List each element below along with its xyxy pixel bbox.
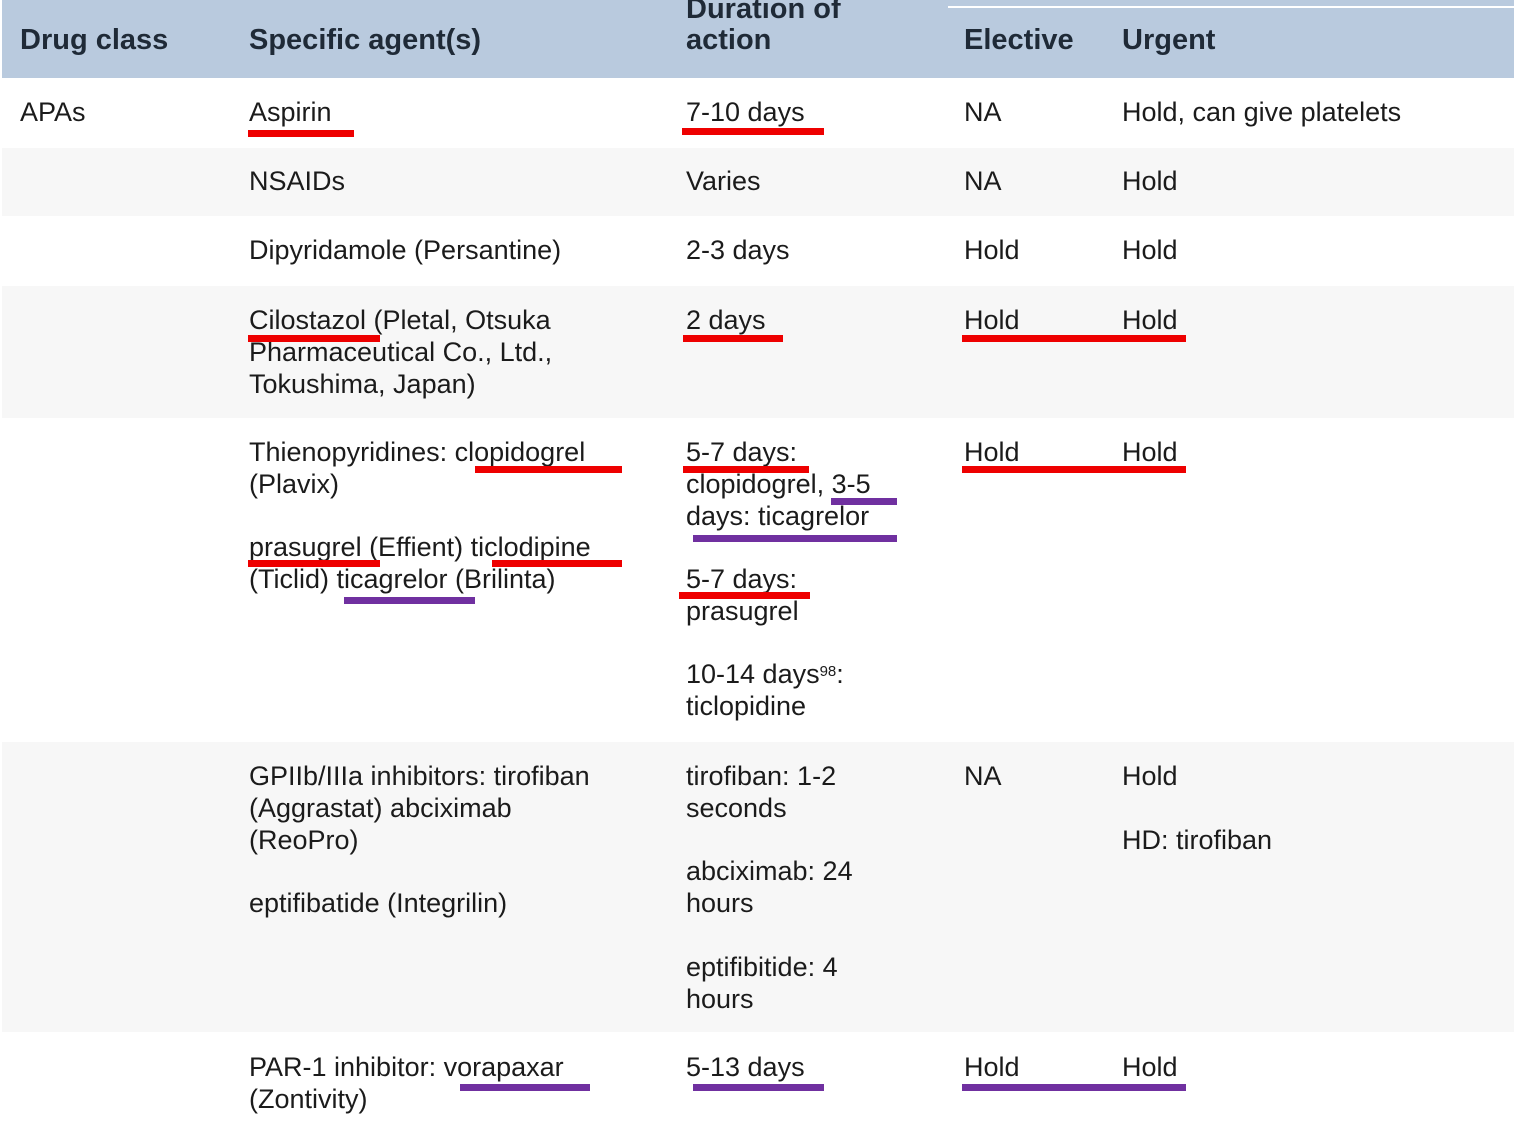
cell-elective: Hold — [964, 1052, 1020, 1082]
cell-duration-line: hours — [686, 984, 754, 1014]
cell-duration: 2 days — [686, 305, 766, 335]
header-duration-line2: action — [686, 24, 772, 56]
cell-urgent: Hold — [1122, 1052, 1178, 1082]
cell-agent-line: (Zontivity) — [249, 1084, 368, 1114]
purple-underline — [962, 1084, 1186, 1091]
cell-urgent: Hold — [1122, 166, 1178, 196]
cell-duration-line: hours — [686, 888, 754, 918]
purple-underline — [460, 1084, 590, 1091]
cell-duration-line: 10-14 days98: — [686, 658, 844, 690]
duration-text: 10-14 days — [686, 659, 820, 689]
red-underline — [679, 592, 810, 599]
cell-urgent: Hold — [1122, 235, 1178, 265]
header-drug-class: Drug class — [20, 24, 169, 56]
purple-underline — [831, 498, 897, 505]
cell-agent: Aspirin — [249, 97, 332, 127]
cell-duration: 2-3 days — [686, 235, 790, 265]
cell-agent-line: eptifibatide (Integrilin) — [249, 888, 508, 918]
cell-elective: NA — [964, 761, 1002, 791]
cell-duration-line: clopidogrel, 3-5 — [686, 469, 871, 499]
table-row — [2, 148, 1514, 216]
table-header — [2, 0, 1514, 78]
cell-agent: Dipyridamole (Persantine) — [249, 235, 562, 265]
cell-agent: NSAIDs — [249, 166, 346, 196]
red-underline — [248, 130, 354, 137]
cell-agent-line: (Aggrastat) abciximab — [249, 793, 512, 823]
cell-agent-line: Pharmaceutical Co., Ltd., — [249, 337, 553, 367]
cell-agent-line: (Ticlid) ticagrelor (Brilinta) — [249, 564, 556, 594]
cell-duration-line: eptifibitide: 4 — [686, 952, 838, 982]
red-underline — [248, 560, 380, 567]
cell-agent-line: GPIIb/IIIa inhibitors: tirofiban — [249, 761, 590, 791]
cell-duration-line: tirofiban: 1-2 — [686, 761, 837, 791]
cell-urgent: Hold — [1122, 761, 1178, 791]
cell-elective: Hold — [964, 235, 1020, 265]
cell-duration-line: days: ticagrelor — [686, 501, 870, 531]
cell-agent-line: prasugrel (Effient) ticlodipine — [249, 532, 591, 562]
cell-urgent: HD: tirofiban — [1122, 825, 1273, 855]
cell-drug-class: APAs — [20, 97, 86, 127]
reference-superscript: 98 — [819, 663, 837, 680]
cell-duration-line: ticlopidine — [686, 691, 807, 721]
red-underline — [683, 466, 809, 473]
header-duration-line1: Duration of — [686, 0, 841, 25]
red-underline — [962, 335, 1186, 342]
cell-urgent: Hold — [1122, 305, 1178, 335]
cell-duration-line: abciximab: 24 — [686, 856, 853, 886]
cell-agent-line: Thienopyridines: clopidogrel — [249, 437, 586, 467]
cell-agent-line: Tokushima, Japan) — [249, 369, 476, 399]
header-specific-agents: Specific agent(s) — [249, 24, 482, 56]
cell-elective: NA — [964, 97, 1002, 127]
header-divider — [948, 6, 1514, 8]
cell-elective: NA — [964, 166, 1002, 196]
cell-agent-line: PAR-1 inhibitor: vorapaxar — [249, 1052, 564, 1082]
red-underline — [682, 128, 824, 135]
cell-duration: 5-13 days — [686, 1052, 805, 1082]
red-underline — [962, 466, 1186, 473]
cell-elective: Hold — [964, 437, 1020, 467]
purple-underline — [693, 535, 897, 542]
purple-underline — [344, 597, 475, 604]
table-row — [2, 742, 1514, 1032]
cell-duration: 7-10 days — [686, 97, 805, 127]
cell-urgent: Hold, can give platelets — [1122, 97, 1402, 127]
cell-duration-line: 5-7 days: — [686, 564, 798, 594]
cell-agent-line: Cilostazol (Pletal, Otsuka — [249, 305, 551, 335]
header-elective: Elective — [964, 24, 1074, 56]
duration-colon: : — [836, 659, 844, 689]
cell-duration-line: prasugrel — [686, 596, 799, 626]
table-row — [2, 216, 1514, 286]
cell-duration-line: 5-7 days: — [686, 437, 798, 467]
red-underline — [492, 560, 622, 567]
cell-agent-line: (ReoPro) — [249, 825, 359, 855]
cell-duration: Varies — [686, 166, 761, 196]
header-urgent: Urgent — [1122, 24, 1216, 56]
table-row — [2, 286, 1514, 418]
cell-urgent: Hold — [1122, 437, 1178, 467]
cell-elective: Hold — [964, 305, 1020, 335]
cell-duration-line: seconds — [686, 793, 787, 823]
red-underline — [683, 335, 783, 342]
red-underline — [475, 466, 622, 473]
purple-underline — [693, 1084, 824, 1091]
cell-agent-line: (Plavix) — [249, 469, 340, 499]
red-underline — [248, 335, 380, 342]
